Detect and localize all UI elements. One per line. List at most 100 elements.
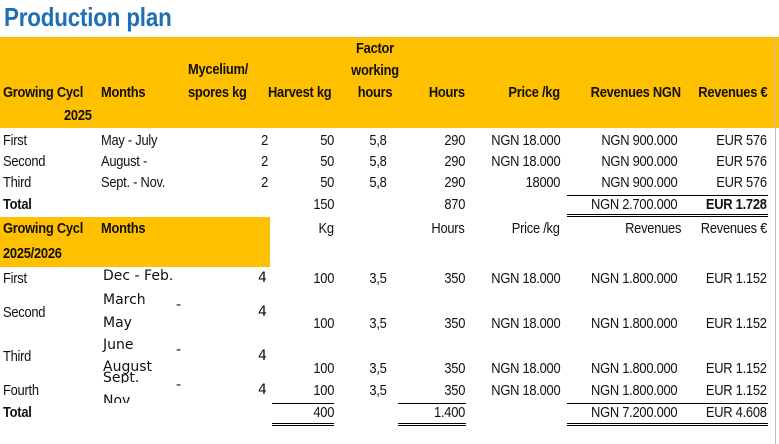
- row-mycelium: 4: [258, 270, 267, 286]
- row-revenues-ngn: NGN 1.800.000: [590, 315, 678, 332]
- row-factor: 3,5: [369, 360, 387, 377]
- row-months: May - July: [101, 132, 158, 149]
- row-price: 18000: [525, 174, 560, 191]
- header2-hours: Hours: [431, 220, 465, 237]
- header2-revenues-eur: Revenues €: [700, 220, 768, 237]
- header-harvest: Harvest kg: [268, 84, 332, 101]
- total-2025-revenues-ngn: NGN 2.700.000: [590, 196, 678, 213]
- total-2026-hours-rule-bottom: [398, 423, 466, 424]
- total-2026-rev-rule-bottom: [567, 423, 768, 424]
- row-months-end: May: [103, 315, 132, 331]
- row-hours: 350: [444, 315, 465, 332]
- total-2026-harvest-rule-top: [272, 403, 334, 404]
- row-mycelium: 4: [258, 304, 267, 320]
- row-cycle: Fourth: [3, 382, 39, 399]
- row-factor: 3,5: [369, 270, 387, 287]
- row-cycle: First: [3, 270, 27, 287]
- row-months: Sept. - Nov.: [101, 174, 166, 191]
- header-mycelium-line1: Mycelium/: [188, 61, 249, 78]
- row-revenues-eur: EUR 576: [716, 153, 767, 170]
- total-2025-rule-top: [567, 195, 768, 196]
- row-months-start: Sept.: [103, 370, 140, 383]
- row-revenues-eur: EUR 1.152: [706, 315, 767, 332]
- row-price: NGN 18.000: [490, 315, 560, 332]
- header2-kg: Kg: [318, 220, 335, 237]
- total-2026-rev-rule-bottom-2: [567, 425, 768, 426]
- total-2025-label: Total: [3, 196, 32, 213]
- row-harvest: 100: [313, 315, 334, 332]
- header-revenues-eur: Revenues €: [697, 84, 767, 101]
- row-harvest: 100: [313, 382, 334, 399]
- row-months-end: August: [103, 359, 152, 375]
- total-2026-harvest-rule-bottom: [272, 423, 334, 424]
- row-factor: 5,8: [369, 174, 387, 191]
- row-cycle: Third: [3, 174, 32, 191]
- row-hours: 350: [444, 360, 465, 377]
- row-revenues-ngn: NGN 1.800.000: [590, 382, 678, 399]
- row-hours: 350: [444, 270, 465, 287]
- total-2026-harvest-rule-bottom-2: [272, 425, 334, 426]
- header-cycle-year: 2025: [64, 107, 92, 124]
- row-price: NGN 18.000: [490, 132, 560, 149]
- header2-price: Price /kg: [512, 220, 560, 237]
- header-price: Price /kg: [508, 84, 561, 101]
- total-2026-revenues-eur: EUR 4.608: [706, 404, 767, 421]
- row-factor: 3,5: [369, 315, 387, 332]
- row-harvest: 50: [320, 153, 334, 170]
- page-title: Production plan: [4, 2, 172, 32]
- header2-growing-cycle: Growing Cycl: [3, 220, 84, 237]
- header-factor-line1: Factor: [356, 40, 394, 57]
- row-factor: 5,8: [369, 153, 387, 170]
- right-border: [775, 37, 776, 444]
- total-2026-hours-rule-bottom-2: [398, 425, 466, 426]
- total-2025-revenues-eur: EUR 1.728: [706, 196, 767, 213]
- header-hours: Hours: [429, 84, 465, 101]
- row-mycelium: 2: [261, 132, 268, 149]
- row-cycle: Second: [3, 304, 46, 321]
- row-factor: 3,5: [369, 382, 387, 399]
- row-hours: 350: [444, 382, 465, 399]
- row-revenues-ngn: NGN 1.800.000: [590, 360, 678, 377]
- row-revenues-eur: EUR 576: [716, 174, 767, 191]
- row-price: NGN 18.000: [490, 360, 560, 377]
- total-2025-rule-bottom: [567, 214, 768, 215]
- row-revenues-eur: EUR 1.152: [706, 360, 767, 377]
- row-mycelium: 4: [258, 348, 267, 364]
- total-2025-hours: 870: [444, 196, 465, 213]
- row-months-end: Nov.: [103, 393, 134, 403]
- total-2026-hours-rule-top: [398, 403, 466, 404]
- row-hours: 290: [444, 132, 465, 149]
- total-2025-rule-bottom-2: [567, 216, 768, 217]
- header2-revenues: Revenues: [624, 220, 681, 237]
- row-price: NGN 18.000: [490, 153, 560, 170]
- row-revenues-ngn: NGN 900.000: [600, 153, 677, 170]
- header-factor-line3: hours: [357, 84, 393, 101]
- header2-cycle-year: 2025/2026: [3, 245, 62, 262]
- row-revenues-eur: EUR 1.152: [706, 382, 767, 399]
- row-harvest: 100: [313, 360, 334, 377]
- row-revenues-ngn: NGN 1.800.000: [590, 270, 678, 287]
- total-2026-revenues-ngn: NGN 7.200.000: [590, 404, 678, 421]
- row-price: NGN 18.000: [490, 270, 560, 287]
- row-harvest: 100: [313, 270, 334, 287]
- row-cycle: Second: [3, 153, 46, 170]
- total-2026-label: Total: [3, 404, 32, 421]
- row-revenues-eur: EUR 576: [716, 132, 767, 149]
- row-factor: 5,8: [369, 132, 387, 149]
- total-2026-hours: 1.400: [433, 404, 465, 421]
- row-months-start: June: [103, 337, 134, 353]
- row-revenues-ngn: NGN 900.000: [600, 174, 677, 191]
- header-band-2025: [0, 37, 779, 128]
- row-months-dash: -: [176, 342, 182, 358]
- header2-months: Months: [101, 220, 146, 237]
- header-factor-line2: working: [351, 62, 399, 79]
- row-revenues-eur: EUR 1.152: [706, 270, 767, 287]
- header-months: Months: [101, 84, 146, 101]
- header-mycelium-line2: spores kg: [188, 84, 247, 101]
- row-hours: 290: [444, 153, 465, 170]
- total-2026-harvest: 400: [313, 404, 334, 421]
- row-cycle: First: [3, 132, 27, 149]
- row-months-start: March: [103, 292, 146, 308]
- row-price: NGN 18.000: [490, 382, 560, 399]
- row-harvest: 50: [320, 174, 334, 191]
